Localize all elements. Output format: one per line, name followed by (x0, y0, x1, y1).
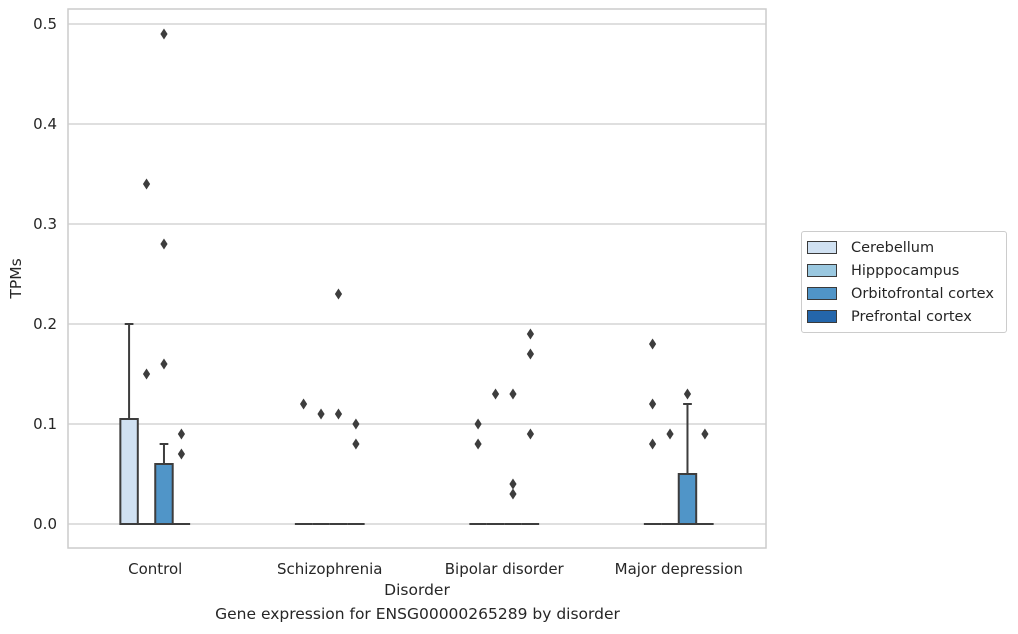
x-axis-ticks: Control Schizophrenia Bipolar disorder Majo… (128, 560, 743, 578)
box-hipppocampus-3 (661, 428, 679, 525)
outlier-point (177, 448, 186, 460)
x-axis-label: Disorder (384, 581, 450, 599)
outlier-point (509, 388, 517, 400)
outlier-point (666, 428, 674, 440)
y-tick-label: 0.5 (33, 15, 57, 33)
box-hipppocampus-2 (486, 388, 505, 525)
legend-swatch (807, 310, 837, 323)
box-orbitofrontal-cortex-3 (677, 388, 698, 525)
outlier-point (352, 418, 360, 430)
y-axis-ticks: 0.0 0.1 0.2 0.3 0.4 0.5 (33, 15, 57, 533)
outlier-point (648, 398, 657, 410)
y-tick-label: 0.2 (33, 315, 57, 333)
box-orbitofrontal-cortex-1 (329, 288, 348, 525)
y-tick-label: 0.0 (33, 515, 57, 533)
legend-swatch (807, 264, 837, 277)
legend-label: Cerebellum (851, 239, 935, 256)
x-tick-label: Major depression (615, 560, 743, 578)
legend-item: Prefrontal cortex (802, 305, 1006, 328)
y-tick-label: 0.1 (33, 415, 57, 433)
box-body (119, 418, 139, 525)
box-cerebellum-2 (469, 418, 487, 525)
outlier-point (526, 428, 535, 440)
box-series (119, 28, 714, 525)
outlier-point (648, 338, 657, 350)
legend-label: Orbitofrontal cortex (851, 285, 994, 302)
plot-frame (67, 8, 767, 549)
box-hipppocampus-1 (312, 408, 330, 525)
outlier-point (177, 428, 186, 440)
legend-item: Orbitofrontal cortex (802, 282, 1006, 305)
box-cerebellum-1 (294, 398, 313, 525)
box-body (154, 463, 174, 525)
outlier-point (526, 328, 535, 340)
box-prefrontal-cortex-0 (172, 428, 191, 525)
box-body (677, 473, 698, 525)
outlier-point (683, 388, 692, 400)
legend-label: Prefrontal cortex (851, 308, 972, 325)
x-tick-label: Schizophrenia (277, 560, 382, 578)
legend-item: Hipppocampus (802, 259, 1006, 282)
outlier-point (509, 478, 517, 490)
box-orbitofrontal-cortex-2 (504, 388, 522, 525)
y-tick-label: 0.3 (33, 215, 57, 233)
x-tick-label: Control (128, 560, 182, 578)
outlier-point (142, 178, 151, 190)
outlier-point (334, 288, 343, 300)
box-hipppocampus-0 (137, 178, 156, 525)
outlier-point (160, 238, 168, 250)
outlier-point (526, 348, 535, 360)
outlier-point (299, 398, 308, 410)
y-axis-label: TPMs (7, 258, 25, 299)
legend-item: Cerebellum (802, 236, 1006, 259)
outlier-point (474, 418, 482, 430)
box-cerebellum-3 (643, 338, 662, 525)
box-prefrontal-cortex-3 (696, 428, 714, 525)
box-orbitofrontal-cortex-0 (154, 28, 174, 525)
x-tick-label: Bipolar disorder (445, 560, 565, 578)
y-tick-label: 0.4 (33, 115, 57, 133)
outlier-point (491, 388, 500, 400)
outlier-point (142, 368, 151, 380)
legend-label: Hipppocampus (851, 262, 960, 279)
legend-swatch (807, 241, 837, 254)
outlier-point (317, 408, 325, 420)
grid-lines (68, 23, 766, 525)
box-cerebellum-0 (119, 323, 139, 525)
legend-swatch (807, 287, 837, 300)
outlier-point (160, 28, 168, 40)
box-prefrontal-cortex-2 (521, 328, 540, 525)
outlier-point (509, 488, 517, 500)
outlier-point (648, 438, 657, 450)
chart-caption: Gene expression for ENSG00000265289 by d… (215, 605, 620, 623)
box-prefrontal-cortex-1 (347, 418, 365, 525)
outlier-point (352, 438, 360, 450)
outlier-point (701, 428, 709, 440)
outlier-point (474, 438, 482, 450)
outlier-point (334, 408, 343, 420)
outlier-point (160, 358, 168, 370)
chart-legend: Cerebellum Hipppocampus Orbitofrontal cort… (801, 231, 1007, 333)
